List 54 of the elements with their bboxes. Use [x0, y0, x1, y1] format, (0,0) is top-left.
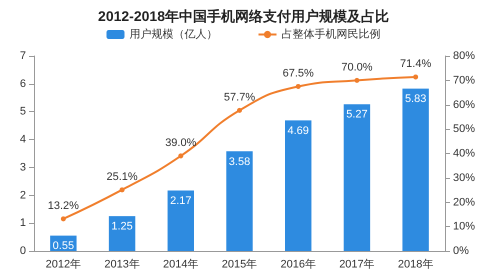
y2-tick-label: 10%	[453, 220, 476, 233]
data-label: 5.27	[346, 108, 368, 121]
bar	[108, 216, 136, 251]
point	[60, 216, 66, 222]
y2-tick-label: 60%	[453, 98, 476, 111]
x-tick-label: 2014年	[163, 258, 199, 270]
y-tick-label: 5	[20, 106, 26, 118]
y2-tick-label: 30%	[453, 172, 476, 184]
chart-title: 2012-2018年中国手机网络支付用户规模及占比	[98, 8, 389, 24]
data-label: 39.0%	[165, 136, 197, 149]
data-label: 70.0%	[341, 61, 373, 74]
y2-tick-label: 40%	[453, 148, 476, 160]
legend-label: 占整体手机网民比例	[282, 28, 380, 40]
y-tick-label: 7	[20, 50, 26, 62]
y2-tick-label: 20%	[453, 196, 476, 208]
point	[413, 74, 418, 80]
y-tick-label: 1	[20, 217, 26, 230]
data-label: 0.55	[52, 240, 74, 252]
y2-tick-label: 0%	[453, 245, 470, 257]
bar	[285, 120, 312, 251]
data-label: 13.2%	[48, 200, 80, 212]
data-label: 3.58	[228, 156, 250, 168]
point	[296, 84, 301, 89]
x-tick-label: 2016年	[280, 258, 316, 270]
data-label: 4.69	[288, 124, 309, 137]
x-tick-label: 2013年	[104, 258, 140, 270]
y-tick-label: 2	[20, 189, 26, 202]
bar	[168, 190, 194, 251]
x-tick-label: 2015年	[222, 258, 258, 270]
bar	[344, 104, 370, 251]
bar	[226, 151, 253, 251]
data-label: 67.5%	[282, 67, 314, 80]
point	[178, 153, 184, 158]
legend-label: 用户规模（亿人）	[130, 28, 218, 40]
data-label: 2.17	[170, 195, 192, 208]
x-tick-label: 2017年	[339, 258, 375, 270]
y2-tick-label: 80%	[453, 50, 476, 62]
data-label: 71.4%	[400, 58, 432, 70]
y2-tick-label: 50%	[453, 123, 476, 136]
data-label: 1.25	[111, 220, 133, 233]
data-label: 57.7%	[224, 91, 256, 104]
bar	[402, 88, 429, 251]
y-tick-label: 4	[20, 134, 26, 146]
point	[120, 187, 125, 192]
x-tick-label: 2012年	[46, 258, 82, 270]
point	[237, 108, 242, 113]
point	[354, 78, 360, 83]
y-tick-label: 0	[20, 245, 26, 257]
y2-tick-label: 70%	[453, 74, 476, 86]
data-label: 25.1%	[106, 170, 138, 183]
data-label: 5.83	[404, 93, 426, 106]
y-tick-label: 3	[20, 161, 26, 174]
y-tick-label: 6	[20, 78, 26, 90]
x-tick-label: 2018年	[398, 258, 434, 270]
